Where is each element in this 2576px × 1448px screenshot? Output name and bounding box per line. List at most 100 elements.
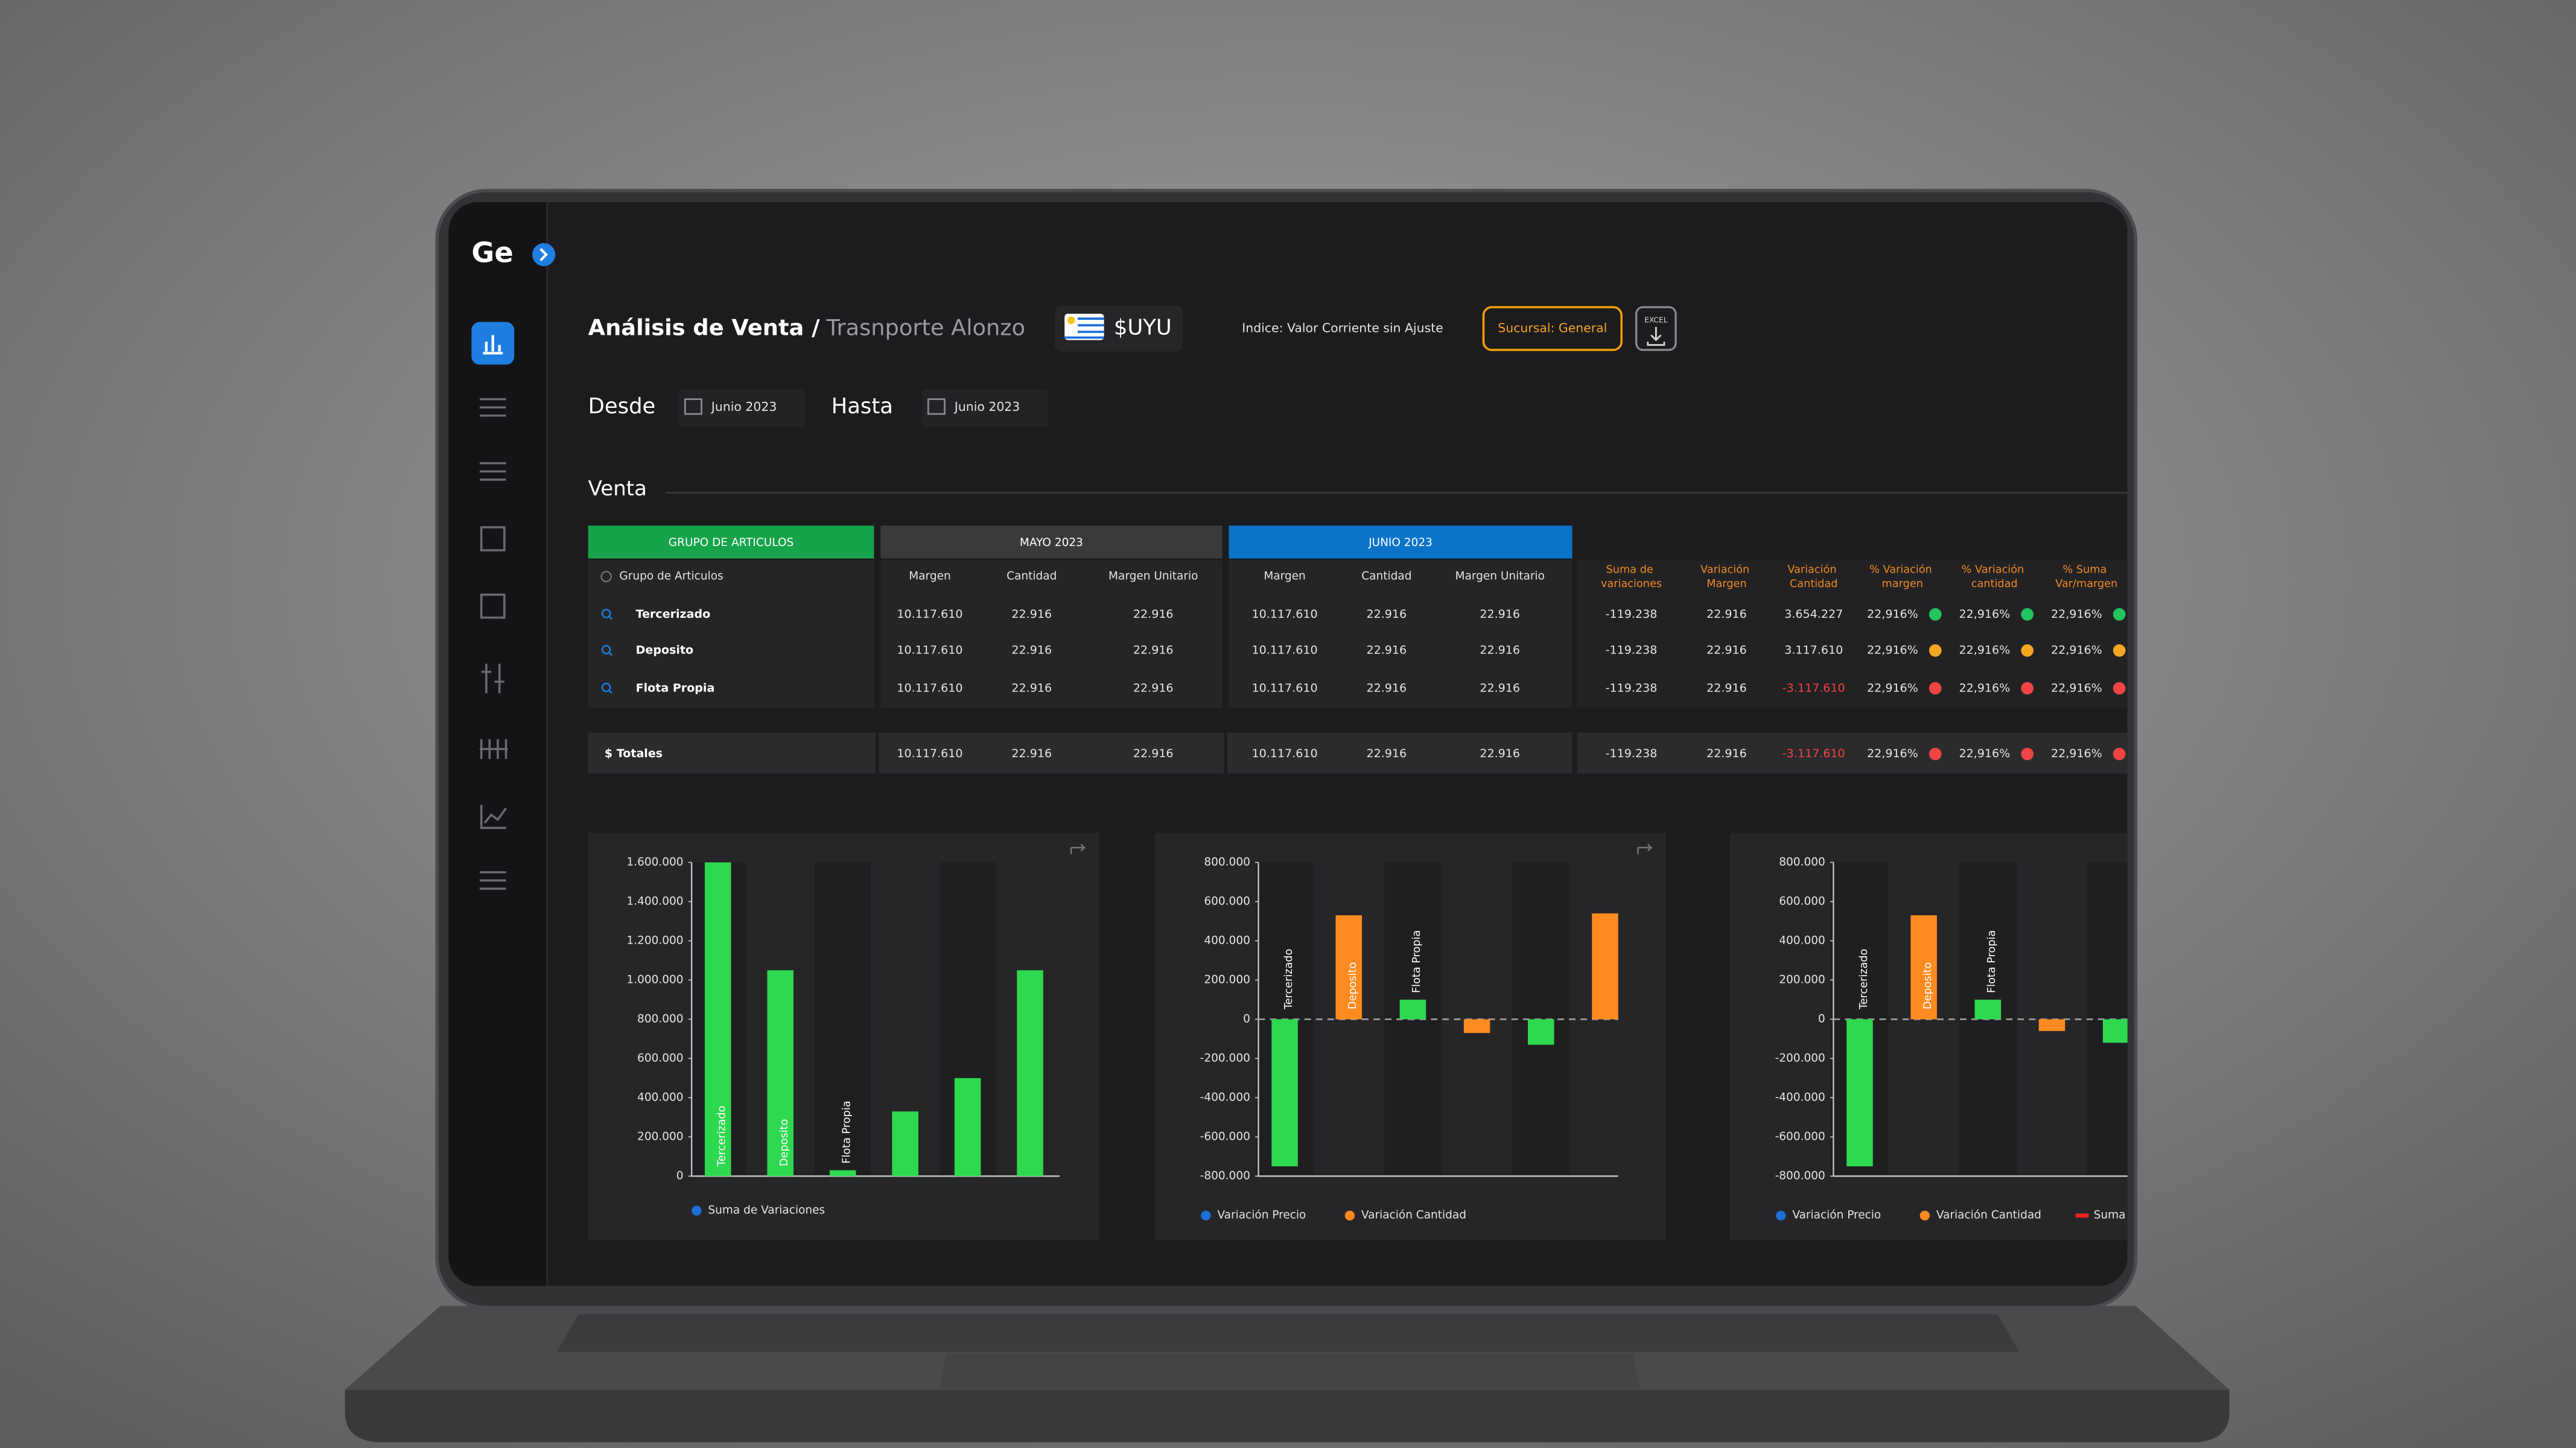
cell: 22.916 [1480, 608, 1520, 621]
cell: 22,916% [2051, 681, 2102, 694]
nav-icon[interactable] [479, 462, 506, 481]
legend-label: Variación Precio [1217, 1209, 1306, 1222]
status-dot [2021, 644, 2034, 657]
cell: 22.916 [1011, 681, 1052, 694]
legend-label: Variación Precio [1792, 1209, 1881, 1222]
totals-gap [1572, 732, 1577, 774]
category-label: Deposito [1922, 962, 1934, 1009]
column-header: Margen [909, 570, 950, 583]
cell: 22.916 [1480, 681, 1520, 694]
column-header-line: cantidad [1971, 578, 2018, 590]
to-label: Hasta [832, 394, 893, 419]
expand-icon[interactable] [1070, 843, 1086, 854]
cell: 22,916% [2051, 608, 2102, 621]
legend-swatch [1919, 1210, 1930, 1221]
flag-stripes [1064, 317, 1104, 339]
search-icon [601, 682, 611, 693]
category-label: Deposito [1347, 962, 1359, 1009]
column-icon [600, 571, 612, 582]
calendar-icon [927, 398, 946, 415]
y-tick-label: -800.000 [1775, 1169, 1825, 1182]
expand-icon[interactable] [1637, 843, 1653, 854]
y-tick-label: -600.000 [1200, 1130, 1250, 1143]
bar [1846, 1019, 1873, 1167]
cell: 10.117.610 [1252, 681, 1318, 694]
nav-icon[interactable] [479, 871, 506, 890]
to-date[interactable] [921, 389, 1049, 427]
status-dot [2113, 644, 2126, 657]
expand-button[interactable] [532, 243, 556, 267]
y-tick-label: 800.000 [1204, 856, 1250, 868]
column-header: Suma de variaciones [1601, 564, 1662, 590]
bar [767, 970, 794, 1176]
bar [1910, 915, 1937, 1020]
column-header-line: % Variación [1962, 564, 2027, 576]
y-tick-label: 800.000 [637, 1012, 684, 1025]
y-tick-label: 1.000.000 [626, 973, 683, 986]
excel-button[interactable] [1635, 306, 1677, 351]
column-header: Margen Unitario [1455, 570, 1545, 583]
cell: 22.916 [1011, 608, 1052, 621]
table: GRUPO DE ARTICULOS MAYO 2023 JUNIO 2023 Gru… [588, 526, 2128, 774]
y-tick-label: 1.400.000 [626, 895, 683, 907]
from-date[interactable] [678, 389, 806, 427]
column-header-line: Margen [1706, 578, 1746, 590]
index-label: Indice: Valor Corriente sin Ajuste [1242, 321, 1443, 335]
column-header: Margen Unitario [1108, 570, 1198, 583]
nav-icon[interactable] [480, 593, 506, 619]
column-header: Margen [1264, 570, 1305, 583]
y-tick-label: 200.000 [1204, 973, 1250, 986]
cell: -3.117.610 [1783, 747, 1845, 760]
cell: 10.117.610 [897, 608, 962, 621]
row-label: Flota Propia [636, 681, 715, 694]
cell: 22.916 [1706, 644, 1747, 657]
y-tick-label: 1.200.000 [626, 934, 683, 947]
cell: 22,916% [1867, 608, 1918, 621]
legend-label: Suma de Variaciones [708, 1204, 825, 1217]
status-dot [2021, 682, 2034, 695]
cell: 22.916 [1706, 608, 1747, 621]
cell: 22,916% [2051, 644, 2102, 657]
group-header [1229, 526, 1573, 559]
nav-icon[interactable] [479, 398, 506, 417]
y-tick-label: 400.000 [637, 1091, 684, 1103]
y-tick-label: -600.000 [1775, 1130, 1825, 1143]
bar [892, 1111, 918, 1176]
y-tick-label: -400.000 [1200, 1091, 1250, 1103]
branch-button[interactable] [1482, 306, 1623, 351]
nav-icon[interactable] [481, 663, 504, 693]
screen: Ge Análisis de Venta / Trasnporte Alonzo … [448, 202, 2128, 1286]
nav-icon[interactable] [480, 526, 506, 551]
cell: 22.916 [1367, 644, 1407, 657]
legend-label: Variación Cantidad [1361, 1209, 1466, 1222]
bar [704, 862, 731, 1176]
page-title: Análisis de Venta / Trasnporte Alonzo [588, 314, 1025, 340]
expand-icon [539, 248, 549, 261]
search-icon [608, 690, 613, 694]
y-tick-label: -400.000 [1775, 1091, 1825, 1103]
y-tick-label: 1.600.000 [626, 856, 683, 868]
search-icon [608, 615, 613, 620]
cell: 10.117.610 [897, 747, 962, 760]
column-header-line: Suma de [1606, 564, 1657, 576]
column-header: % Suma Var/margen [2055, 564, 2117, 590]
nav-icon[interactable] [480, 805, 507, 829]
cell: 10.117.610 [1252, 644, 1318, 657]
cell: 22.916 [1133, 747, 1174, 760]
cell: 22,916% [1959, 747, 2010, 760]
y-tick-label: 400.000 [1779, 934, 1825, 947]
legend-swatch [1776, 1210, 1786, 1221]
status-dot [2021, 608, 2034, 621]
cell: 22,916% [1959, 681, 2010, 694]
column-band [815, 862, 871, 1176]
subtitle: Trasnporte Alonzo [825, 314, 1025, 340]
group-header-label: JUNIO 2023 [1368, 536, 1433, 549]
column-header: Variación Cantidad [1787, 564, 1840, 590]
flag-sun [1067, 316, 1075, 325]
calendar-icon [684, 398, 702, 415]
nav-icon[interactable] [479, 739, 508, 759]
charts: 0 200.000 400.000 600.000 800.000 1.000.000 1.… [588, 833, 2128, 1240]
from-value: Junio 2023 [710, 399, 777, 414]
column-header: Cantidad [1361, 570, 1411, 583]
